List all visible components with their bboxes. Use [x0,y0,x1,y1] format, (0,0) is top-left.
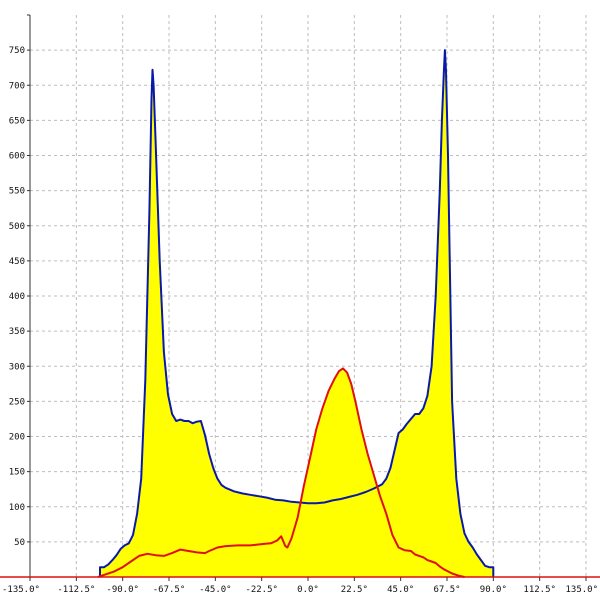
series-areas [98,50,494,578]
x-tick-label: 90.0° [480,585,507,595]
y-tick-label: 700 [9,81,25,91]
x-tick-label: -22.5° [245,585,278,595]
x-tick-label: 0.0° [297,585,319,595]
series-1-line [97,367,465,578]
y-tick-label: 400 [9,292,25,302]
x-tick-label: 112.5° [523,585,556,595]
y-tick-label: 150 [9,468,25,478]
series-0-line [99,49,495,577]
y-tick-label: 650 [9,116,25,126]
x-tick-label: 67.5° [433,585,460,595]
y-tick-label: 600 [9,152,25,162]
y-tick-label: 750 [9,46,25,56]
series-lines [97,49,495,578]
y-tick-label: 50 [14,538,25,548]
series-0-area [100,50,494,578]
x-tick-label: -67.5° [153,585,186,595]
y-tick-label: 200 [9,433,25,443]
y-tick-label: 300 [9,362,25,372]
x-tick-label: -90.0° [106,585,139,595]
y-tick-label: 350 [9,327,25,337]
y-tick-labels: 50 100 150 200 250 300 350 400 450 500 550 600 650 70… [9,14,30,548]
x-tick-label: 45.0° [387,585,414,595]
y-tick-label: 450 [9,257,25,267]
x-tick-label: -112.5° [57,585,95,595]
x-tick-labels: -135.0° -112.5° -90.0° -67.5° -45.0° -22.5° 0.… [2,577,598,595]
y-tick-label: 100 [9,503,25,513]
x-tick-label: 135.0° [565,585,598,595]
x-tick-label: 22.5° [341,585,368,595]
series-1-area [98,368,465,577]
y-tick-label: 500 [9,222,25,232]
y-tick-label: 250 [9,397,25,407]
x-tick-label: -135.0° [2,585,40,595]
x-tick-label: -45.0° [199,585,232,595]
y-tick-label: 550 [9,187,25,197]
